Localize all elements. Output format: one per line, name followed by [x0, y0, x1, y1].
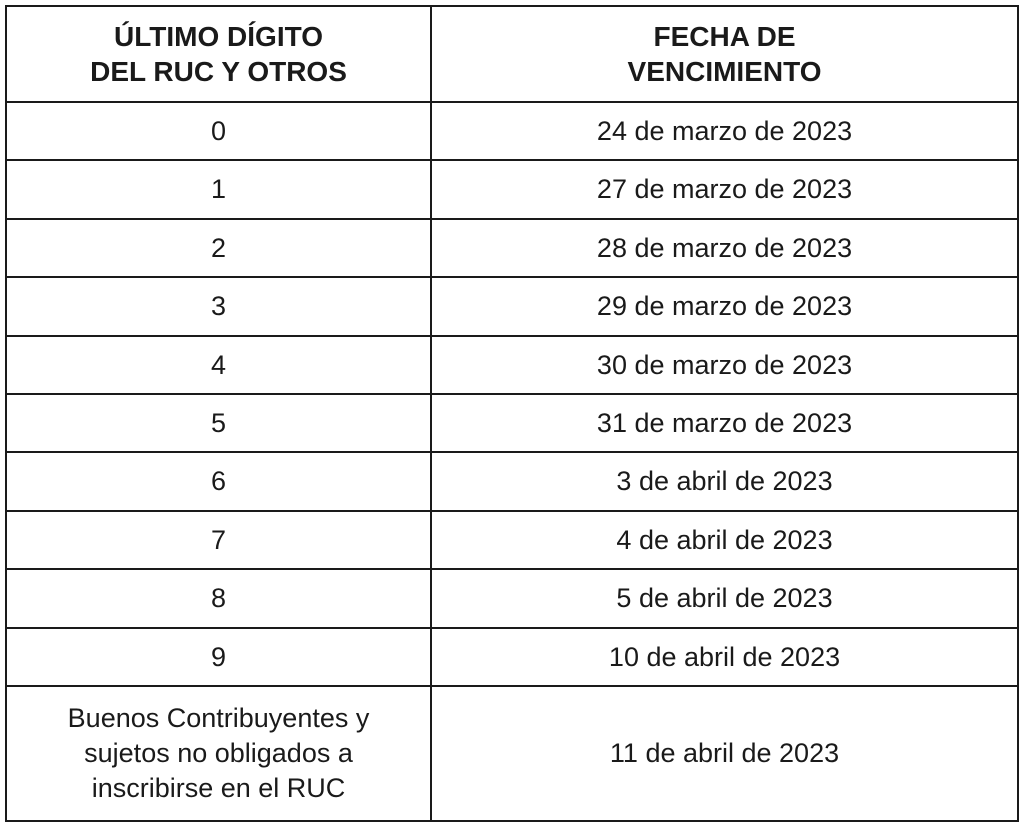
column-header-ruc-line1: ÚLTIMO DÍGITO [15, 19, 422, 54]
column-header-ruc-line2: DEL RUC Y OTROS [15, 54, 422, 89]
table-header: ÚLTIMO DÍGITO DEL RUC Y OTROS FECHA DE V… [6, 6, 1018, 102]
cell-date: 10 de abril de 2023 [431, 628, 1018, 686]
cell-date: 27 de marzo de 2023 [431, 160, 1018, 218]
cell-digit: 1 [6, 160, 431, 218]
cell-date: 4 de abril de 2023 [431, 511, 1018, 569]
table-row: 1 27 de marzo de 2023 [6, 160, 1018, 218]
cell-digit: 3 [6, 277, 431, 335]
deadline-table-container: ÚLTIMO DÍGITO DEL RUC Y OTROS FECHA DE V… [5, 5, 1019, 822]
column-header-date-line2: VENCIMIENTO [440, 54, 1009, 89]
cell-digit: 4 [6, 336, 431, 394]
table-row: 3 29 de marzo de 2023 [6, 277, 1018, 335]
cell-date: 30 de marzo de 2023 [431, 336, 1018, 394]
cell-digit: 8 [6, 569, 431, 627]
cell-digit: 9 [6, 628, 431, 686]
cell-digit: 0 [6, 102, 431, 160]
cell-special-taxpayers: Buenos Contribuyentes y sujetos no oblig… [6, 686, 431, 821]
cell-date: 28 de marzo de 2023 [431, 219, 1018, 277]
table-row: 4 30 de marzo de 2023 [6, 336, 1018, 394]
cell-digit: 2 [6, 219, 431, 277]
table-body: 0 24 de marzo de 2023 1 27 de marzo de 2… [6, 102, 1018, 821]
table-row: 8 5 de abril de 2023 [6, 569, 1018, 627]
table-row: 0 24 de marzo de 2023 [6, 102, 1018, 160]
column-header-ruc: ÚLTIMO DÍGITO DEL RUC Y OTROS [6, 6, 431, 102]
table-row: 7 4 de abril de 2023 [6, 511, 1018, 569]
cell-date: 5 de abril de 2023 [431, 569, 1018, 627]
table-row: 2 28 de marzo de 2023 [6, 219, 1018, 277]
table-header-row: ÚLTIMO DÍGITO DEL RUC Y OTROS FECHA DE V… [6, 6, 1018, 102]
cell-digit: 5 [6, 394, 431, 452]
column-header-date-line1: FECHA DE [440, 19, 1009, 54]
table-row: 9 10 de abril de 2023 [6, 628, 1018, 686]
cell-date: 29 de marzo de 2023 [431, 277, 1018, 335]
cell-digit: 6 [6, 452, 431, 510]
cell-date: 11 de abril de 2023 [431, 686, 1018, 821]
cell-date: 3 de abril de 2023 [431, 452, 1018, 510]
table-row: 5 31 de marzo de 2023 [6, 394, 1018, 452]
cell-digit: 7 [6, 511, 431, 569]
table-row: 6 3 de abril de 2023 [6, 452, 1018, 510]
cell-date: 31 de marzo de 2023 [431, 394, 1018, 452]
column-header-date: FECHA DE VENCIMIENTO [431, 6, 1018, 102]
table-row: Buenos Contribuyentes y sujetos no oblig… [6, 686, 1018, 821]
cell-date: 24 de marzo de 2023 [431, 102, 1018, 160]
deadline-table: ÚLTIMO DÍGITO DEL RUC Y OTROS FECHA DE V… [5, 5, 1019, 822]
